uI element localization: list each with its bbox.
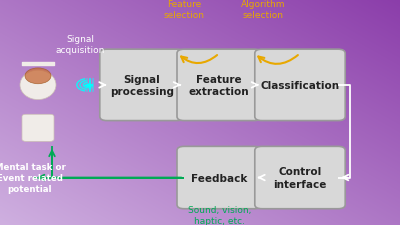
FancyBboxPatch shape [255, 50, 345, 121]
Text: Classification: Classification [260, 81, 340, 90]
Text: Sound, vision,
haptic, etc.: Sound, vision, haptic, etc. [188, 205, 251, 225]
FancyBboxPatch shape [100, 50, 184, 121]
Text: Signal
processing: Signal processing [110, 74, 174, 97]
FancyBboxPatch shape [177, 50, 262, 121]
Text: Mental task or
Event related
potential: Mental task or Event related potential [0, 162, 66, 193]
Text: Control
interface: Control interface [273, 166, 327, 189]
Text: Feature
selection: Feature selection [164, 0, 204, 20]
Ellipse shape [20, 71, 56, 100]
FancyBboxPatch shape [255, 147, 345, 209]
Text: ◈: ◈ [86, 81, 94, 90]
Text: Feature
extraction: Feature extraction [189, 74, 250, 97]
Text: Signal
acquisition: Signal acquisition [55, 35, 105, 55]
Text: Feedback: Feedback [191, 173, 247, 183]
FancyBboxPatch shape [177, 147, 262, 209]
FancyBboxPatch shape [22, 115, 54, 142]
Text: Algorithm
selection: Algorithm selection [241, 0, 286, 20]
Ellipse shape [25, 69, 51, 84]
